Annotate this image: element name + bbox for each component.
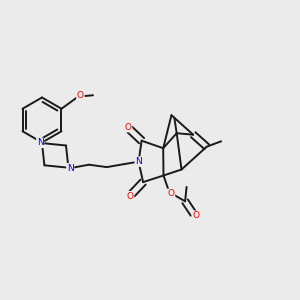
Text: O: O: [167, 189, 175, 198]
Text: O: O: [77, 91, 84, 100]
Text: O: O: [127, 192, 134, 201]
Text: N: N: [135, 157, 142, 166]
Text: N: N: [67, 164, 74, 173]
Text: N: N: [37, 138, 44, 147]
Text: O: O: [192, 211, 200, 220]
Text: O: O: [124, 123, 132, 132]
